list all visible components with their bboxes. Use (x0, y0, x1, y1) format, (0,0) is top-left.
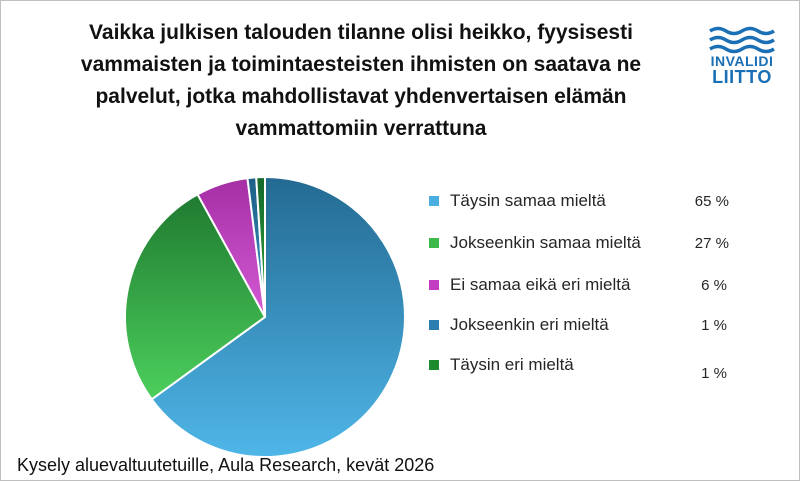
legend-swatch (429, 238, 439, 248)
source-note: Kysely aluevaltuutetuille, Aula Research… (17, 455, 435, 475)
value-label-taysin-samaa-mielta: 65 % (694, 193, 729, 210)
legend-label: Ei samaa eikä eri mieltä (450, 275, 631, 294)
legend-swatch (429, 360, 439, 370)
legend-swatch (429, 196, 439, 206)
pie-slice-jokseenkin-samaa-mielta (124, 192, 267, 401)
pie-chart (124, 175, 406, 458)
legend-label: Täysin eri mieltä (450, 355, 574, 374)
chart-title: Vaikka julkisen talouden tilanne olisi h… (80, 21, 642, 140)
legend-swatch (429, 320, 439, 330)
legend-label: Jokseenkin samaa mieltä (450, 233, 641, 252)
value-label-jokseenkin-samaa-mielta: 27 % (694, 235, 729, 252)
legend-label: Jokseenkin eri mieltä (450, 315, 609, 334)
legend-swatch (429, 280, 439, 290)
logo-text-line2: LIITTO (712, 67, 772, 87)
invalidiliitto-logo: INVALIDI LIITTO (707, 25, 777, 87)
value-label-taysin-eri-mielta: 1 % (701, 365, 727, 382)
logo-text-line1: INVALIDI (710, 53, 774, 69)
pie-slice-taysin-samaa-mielta (150, 175, 406, 458)
pie-slice-taysin-eri-mielta (255, 175, 266, 318)
value-label-ei-samaa-eika-eri-mielta: 6 % (701, 277, 727, 294)
value-label-jokseenkin-eri-mielta: 1 % (701, 317, 727, 334)
wave-icon (709, 26, 775, 54)
legend-label: Täysin samaa mieltä (450, 191, 606, 210)
